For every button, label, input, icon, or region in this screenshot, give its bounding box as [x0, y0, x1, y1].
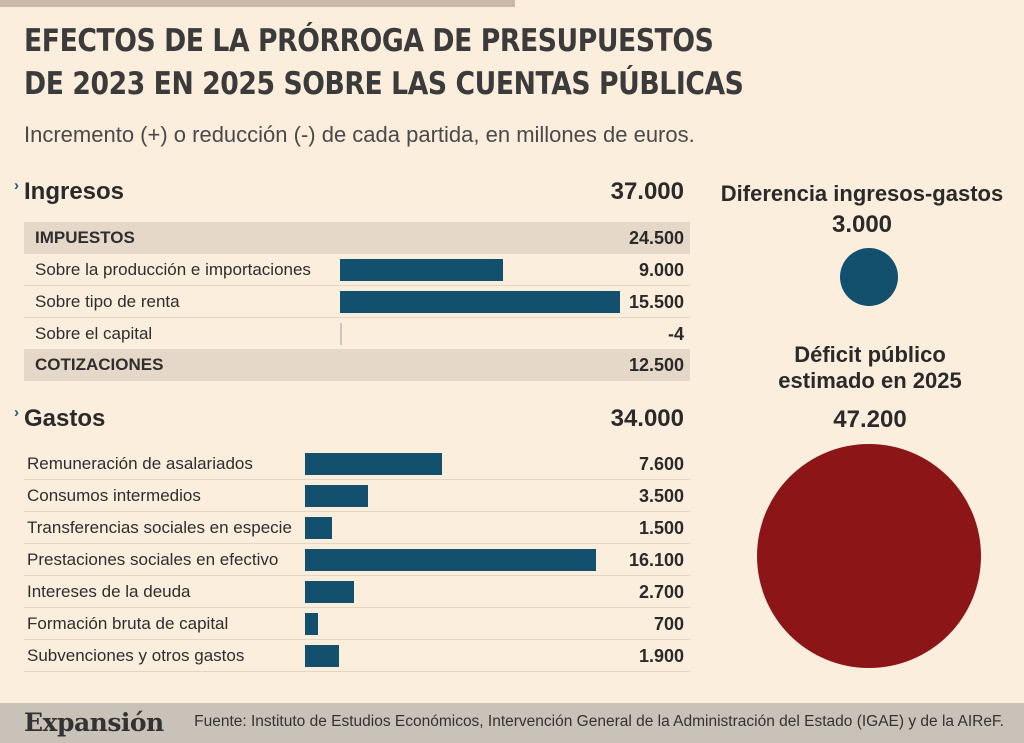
- bar: [305, 485, 369, 507]
- bar-label: Sobre el capital: [35, 324, 153, 343]
- bubble-deficit: [757, 444, 981, 668]
- gastos-header: › Gastos 34.000: [14, 404, 690, 435]
- bar: [305, 581, 354, 603]
- bar-label: Subvenciones y otros gastos: [27, 646, 245, 665]
- bar-value-label: 3.500: [638, 486, 684, 506]
- bar-value-label: 7.600: [638, 454, 684, 474]
- bar-label: Prestaciones sociales en efectivo: [27, 550, 279, 569]
- category-label: COTIZACIONES: [35, 355, 164, 374]
- bar-value-label: 16.100: [628, 550, 684, 570]
- category-total: 24.500: [628, 228, 684, 248]
- bar-row: Sobre la producción e importaciones 9.00…: [24, 254, 690, 286]
- ingresos-title: Ingresos: [24, 178, 125, 205]
- bar-value-label: 1.900: [638, 646, 684, 666]
- ingresos-total: 37.000: [610, 178, 684, 205]
- bar-row: Formación bruta de capital 700: [24, 608, 690, 640]
- source-note: Fuente: Instituto de Estudios Económicos…: [194, 713, 1004, 730]
- expansion-logo: Expansión: [24, 708, 164, 737]
- category-total: 12.500: [628, 355, 684, 375]
- top-rule: [0, 0, 515, 7]
- title-line-1: EFECTOS DE LA PRÓRROGA DE PRESUPUESTOS: [24, 23, 714, 59]
- ingresos-header: › Ingresos 37.000: [14, 177, 690, 208]
- bubble-2-title: Déficit público estimado en 2025: [700, 342, 1024, 394]
- chevron-right-icon: ›: [14, 177, 19, 194]
- bar-row: Subvenciones y otros gastos 1.900: [24, 640, 690, 672]
- bar-row: Consumos intermedios 3.500: [24, 480, 690, 512]
- bar: [305, 453, 443, 475]
- bar-value-label: 1.500: [638, 518, 684, 538]
- bar: [305, 613, 318, 635]
- bar: [340, 259, 503, 281]
- bar-row: Sobre tipo de renta 15.500: [24, 286, 690, 318]
- bar-label: Remuneración de asalariados: [27, 454, 253, 473]
- category-row-cotizaciones: COTIZACIONES 12.500: [24, 349, 690, 381]
- title-line-2: DE 2023 EN 2025 SOBRE LAS CUENTAS PÚBLIC…: [24, 66, 744, 102]
- bar-value-label: 700: [653, 614, 684, 634]
- bar-label: Consumos intermedios: [27, 486, 201, 505]
- bubble-1-title: Diferencia ingresos-gastos: [720, 181, 1004, 206]
- bar-row: Intereses de la deuda 2.700: [24, 576, 690, 608]
- bar-label: Sobre tipo de renta: [35, 292, 180, 311]
- bar-row: Sobre el capital -4: [24, 318, 690, 350]
- bar-row: Prestaciones sociales en efectivo 16.100: [24, 544, 690, 576]
- bar: [340, 291, 620, 313]
- bar-value-label: 2.700: [638, 582, 684, 602]
- bar-label: Transferencias sociales en especie: [27, 518, 292, 537]
- gastos-total: 34.000: [610, 405, 684, 432]
- bar-label: Formación bruta de capital: [27, 614, 229, 633]
- bar-label: Intereses de la deuda: [27, 582, 191, 601]
- chart-subtitle: Incremento (+) o reducción (-) de cada p…: [24, 122, 695, 147]
- bubble-2-value: 47.200: [833, 406, 907, 433]
- bar-row: Remuneración de asalariados 7.600: [24, 448, 690, 480]
- bar-label: Sobre la producción e importaciones: [35, 260, 311, 279]
- category-label: IMPUESTOS: [35, 228, 135, 247]
- chart-title: EFECTOS DE LA PRÓRROGA DE PRESUPUESTOS D…: [24, 20, 744, 106]
- gastos-title: Gastos: [24, 405, 106, 432]
- bubble-2-title-line-2: estimado en 2025: [778, 368, 962, 393]
- bar: [305, 549, 596, 571]
- category-row-impuestos: IMPUESTOS 24.500: [24, 222, 690, 254]
- bar-value-label: 15.500: [628, 292, 684, 312]
- bar-row: Transferencias sociales en especie 1.500: [24, 512, 690, 544]
- bar: [340, 323, 342, 345]
- bar-value-label: 9.000: [638, 260, 684, 280]
- bar: [305, 645, 340, 667]
- bubble-1-value: 3.000: [831, 211, 893, 238]
- footer: Expansión Fuente: Instituto de Estudios …: [0, 703, 1024, 743]
- chevron-right-icon: ›: [14, 404, 19, 421]
- bar: [305, 517, 333, 539]
- bar-value-label: -4: [667, 324, 684, 344]
- bubble-diferencia: [840, 248, 898, 306]
- bubble-2-title-line-1: Déficit público: [794, 342, 946, 367]
